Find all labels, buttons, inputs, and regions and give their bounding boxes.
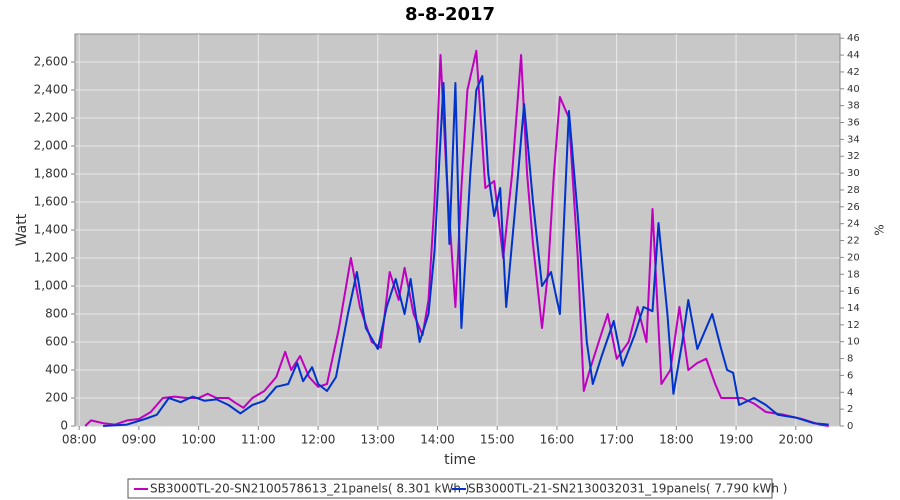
y2-tick-label: 46 <box>847 33 860 44</box>
legend-label: SB3000TL-20-SN2100578613_21panels( 8.301… <box>150 482 469 496</box>
y-tick-label: 0 <box>60 419 68 433</box>
y2-tick-label: 14 <box>847 303 860 314</box>
x-tick-label: 10:00 <box>181 433 216 447</box>
y2-tick-label: 30 <box>847 168 860 179</box>
x-tick-label: 13:00 <box>360 433 395 447</box>
y-tick-label: 1,000 <box>34 279 68 293</box>
y2-tick-label: 4 <box>847 387 853 398</box>
y-tick-label: 1,200 <box>34 251 68 265</box>
x-tick-label: 19:00 <box>719 433 754 447</box>
y-tick-label: 1,400 <box>34 223 68 237</box>
series-line <box>84 49 829 427</box>
y2-tick-label: 10 <box>847 337 860 348</box>
y2-tick-label: 38 <box>847 101 860 112</box>
y2-tick-label: 0 <box>847 421 853 432</box>
y2-tick-label: 18 <box>847 269 860 280</box>
y2-tick-label: 44 <box>847 50 860 61</box>
x-axis-label: time <box>444 452 476 468</box>
y2-tick-label: 42 <box>847 67 860 78</box>
y2-tick-label: 22 <box>847 236 860 247</box>
y-tick-label: 2,000 <box>34 139 68 153</box>
y2-tick-label: 36 <box>847 118 860 129</box>
x-tick-label: 09:00 <box>122 433 157 447</box>
x-tick-label: 14:00 <box>420 433 455 447</box>
y-tick-label: 600 <box>45 335 68 349</box>
y-tick-label: 800 <box>45 307 68 321</box>
y2-tick-label: 26 <box>847 202 860 213</box>
y2-tick-label: 34 <box>847 134 860 145</box>
legend-label: SB3000TL-21-SN2130032031_19panels( 7.790… <box>468 482 787 496</box>
y-tick-label: 2,600 <box>34 55 68 69</box>
x-tick-label: 20:00 <box>779 433 814 447</box>
y-axis-label: Watt <box>14 213 30 246</box>
legend <box>127 478 773 499</box>
y2-axis-label: % <box>873 224 887 235</box>
chart-title: 8-8-2017 <box>405 4 495 25</box>
y2-tick-label: 20 <box>847 252 860 263</box>
x-tick-label: 11:00 <box>241 433 276 447</box>
x-tick-label: 12:00 <box>301 433 336 447</box>
x-tick-label: 08:00 <box>62 433 97 447</box>
y2-tick-label: 32 <box>847 151 860 162</box>
y-tick-label: 1,600 <box>34 195 68 209</box>
x-tick-label: 16:00 <box>540 433 575 447</box>
y2-tick-label: 2 <box>847 404 853 415</box>
y-tick-label: 400 <box>45 363 68 377</box>
y-tick-label: 200 <box>45 391 68 405</box>
y2-tick-label: 40 <box>847 84 860 95</box>
y2-tick-label: 12 <box>847 320 860 331</box>
y-tick-label: 2,200 <box>34 111 68 125</box>
y2-tick-label: 16 <box>847 286 860 297</box>
x-tick-label: 17:00 <box>599 433 634 447</box>
y2-tick-label: 24 <box>847 219 860 230</box>
y2-tick-label: 8 <box>847 354 853 365</box>
y-tick-label: 2,400 <box>34 83 68 97</box>
series-line <box>103 75 829 427</box>
y-tick-label: 1,800 <box>34 167 68 181</box>
x-tick-label: 15:00 <box>480 433 515 447</box>
y2-tick-label: 28 <box>847 185 860 196</box>
y2-tick-label: 6 <box>847 370 853 381</box>
x-tick-label: 18:00 <box>659 433 694 447</box>
